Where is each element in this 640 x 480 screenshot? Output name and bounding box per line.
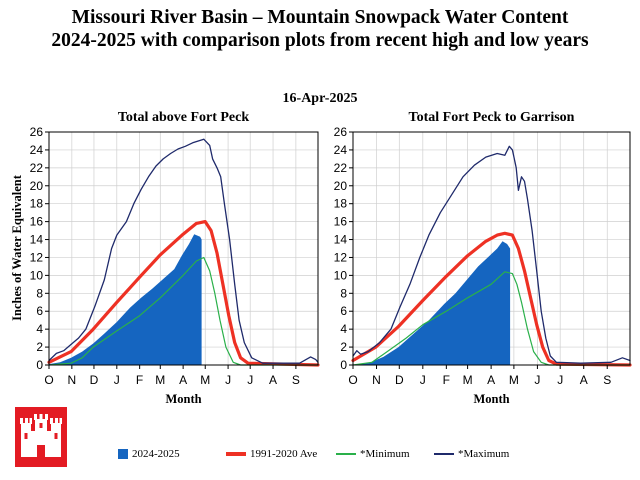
legend-item-minimum: *Minimum: [336, 448, 410, 460]
y-tick-label: 0: [36, 358, 43, 372]
series-line-minimum: [48, 256, 319, 366]
chart-title: Total above Fort Peck: [118, 110, 250, 125]
legend-item-current: 2024-2025: [118, 448, 180, 460]
legend-swatch-current: [118, 449, 128, 459]
y-tick-label: 2: [340, 340, 347, 354]
x-tick-label: D: [90, 373, 99, 387]
usace-castle-logo-icon: [15, 407, 67, 467]
y-tick-label: 2: [36, 340, 43, 354]
x-axis-label: Month: [473, 392, 509, 406]
y-tick-label: 16: [334, 215, 348, 229]
x-axis-label: Month: [165, 392, 201, 406]
y-tick-label: 14: [30, 233, 44, 247]
x-tick-label: A: [487, 373, 495, 387]
x-tick-label: O: [44, 373, 53, 387]
x-tick-label: J: [557, 373, 563, 387]
series-line-average: [47, 220, 320, 367]
y-tick-label: 8: [340, 286, 347, 300]
legend-swatch-average: [226, 452, 246, 456]
y-tick-label: 18: [30, 197, 44, 211]
y-tick-label: 6: [36, 304, 43, 318]
x-tick-label: D: [395, 373, 404, 387]
legend-item-average: 1991-2020 Ave: [226, 448, 317, 460]
y-tick-label: 22: [334, 161, 348, 175]
y-tick-label: 14: [334, 233, 348, 247]
legend-label-current: 2024-2025: [132, 448, 180, 460]
x-tick-label: J: [225, 373, 231, 387]
legend-label-minimum: *Minimum: [360, 448, 410, 460]
x-tick-label: F: [136, 373, 143, 387]
x-tick-label: J: [534, 373, 540, 387]
y-tick-label: 10: [334, 268, 348, 282]
x-tick-label: M: [509, 373, 519, 387]
x-tick-label: N: [67, 373, 76, 387]
x-tick-label: A: [179, 373, 187, 387]
y-tick-label: 26: [334, 125, 348, 139]
x-tick-label: N: [372, 373, 381, 387]
y-tick-label: 4: [340, 322, 347, 336]
x-tick-label: M: [200, 373, 210, 387]
y-tick-label: 26: [30, 125, 44, 139]
y-tick-label: 6: [340, 304, 347, 318]
x-tick-label: F: [443, 373, 450, 387]
y-tick-label: 18: [334, 197, 348, 211]
y-tick-label: 20: [30, 179, 44, 193]
x-tick-label: J: [420, 373, 426, 387]
legend-label-maximum: *Maximum: [458, 448, 510, 460]
y-tick-label: 0: [340, 358, 347, 372]
series-line-maximum: [352, 145, 631, 364]
x-tick-label: M: [155, 373, 165, 387]
x-tick-label: S: [603, 373, 611, 387]
castle-shape: [20, 414, 62, 457]
series-area-current: [353, 241, 511, 365]
report-date: 16-Apr-2025: [282, 91, 358, 106]
chart-panel-1: Total above Fort Peck0246810121416182022…: [30, 110, 320, 406]
series-area-current: [49, 234, 202, 365]
legend-label-average: 1991-2020 Ave: [250, 448, 318, 460]
y-tick-label: 22: [30, 161, 44, 175]
chart-title: Total Fort Peck to Garrison: [409, 110, 575, 125]
x-tick-label: M: [463, 373, 473, 387]
y-tick-label: 16: [30, 215, 44, 229]
legend-swatch-maximum: [434, 453, 454, 455]
y-tick-label: 20: [334, 179, 348, 193]
series-line-minimum: [352, 271, 631, 366]
x-tick-label: S: [292, 373, 300, 387]
y-tick-label: 8: [36, 286, 43, 300]
series-line-average: [351, 231, 632, 367]
main-title-line2: 2024-2025 with comparison plots from rec…: [51, 30, 589, 51]
legend-item-maximum: *Maximum: [434, 448, 509, 460]
y-tick-label: 4: [36, 322, 43, 336]
chart-panel-2: Total Fort Peck to Garrison0246810121416…: [334, 110, 632, 406]
y-tick-label: 12: [30, 250, 44, 264]
x-tick-label: A: [580, 373, 588, 387]
y-tick-label: 24: [30, 143, 44, 157]
y-axis-label: Inches of Water Equivalent: [10, 174, 24, 321]
series-line-maximum: [48, 138, 319, 364]
x-tick-label: A: [269, 373, 277, 387]
x-tick-label: O: [348, 373, 357, 387]
y-tick-label: 10: [30, 268, 44, 282]
legend-swatch-minimum: [336, 453, 356, 455]
y-tick-label: 24: [334, 143, 348, 157]
x-tick-label: J: [114, 373, 120, 387]
main-title-line1: Missouri River Basin – Mountain Snowpack…: [71, 7, 569, 28]
castle-openings: [24, 423, 58, 457]
y-tick-label: 12: [334, 250, 348, 264]
x-tick-label: J: [247, 373, 253, 387]
